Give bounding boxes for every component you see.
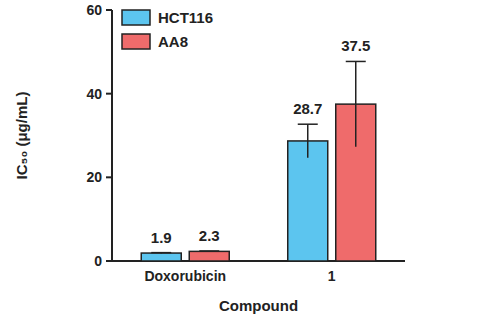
bar [189, 251, 229, 261]
y-axis-label: IC₅₀ (μg/mL) [13, 92, 30, 180]
error-bar [151, 252, 171, 254]
legend-swatch [122, 34, 150, 49]
y-tick-label: 20 [86, 169, 102, 185]
error-cap [346, 61, 366, 63]
bars [141, 61, 376, 261]
legend-swatch [122, 10, 150, 25]
chart: 0 20 40 60 IC₅₀ (μg/mL) Compound 1.9 2.3 28.7 37.… [0, 0, 480, 319]
error-cap [298, 123, 318, 125]
y-tick [106, 260, 112, 262]
data-labels: 1.9 2.3 28.7 37.5 [151, 37, 371, 245]
error-stem [307, 124, 309, 157]
error-cap [199, 250, 219, 252]
bar [141, 253, 181, 261]
x-tick-label: Doxorubicin [144, 268, 226, 284]
legend-label: AA8 [158, 33, 188, 50]
data-label: 37.5 [341, 37, 370, 54]
x-tick-label: 1 [328, 268, 336, 284]
error-cap [151, 252, 171, 254]
y-tick-label: 60 [86, 2, 102, 18]
y-tick [106, 93, 112, 95]
data-label: 28.7 [293, 100, 322, 117]
y-tick-label: 40 [86, 86, 102, 102]
y-tick [106, 176, 112, 178]
data-label: 1.9 [151, 229, 172, 246]
bar [288, 141, 328, 261]
error-bar [346, 61, 366, 146]
y-tick-label: 0 [94, 253, 102, 269]
x-axis-label: Compound [219, 297, 298, 314]
error-bar [298, 124, 318, 157]
legend: HCT116 AA8 [122, 9, 213, 50]
y-tick [106, 9, 112, 11]
legend-label: HCT116 [158, 9, 213, 26]
error-stem [355, 61, 357, 146]
data-label: 2.3 [199, 227, 220, 244]
y-axis-line [111, 10, 113, 261]
error-bar [199, 250, 219, 252]
